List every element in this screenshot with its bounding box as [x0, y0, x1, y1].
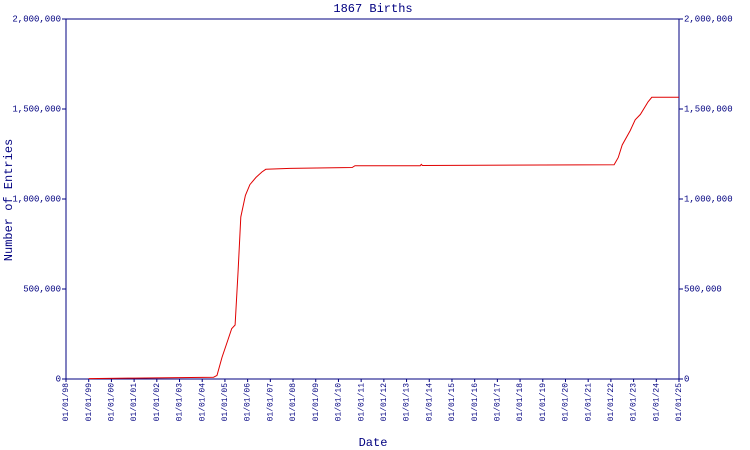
y2-tick-label: 1,000,000: [684, 194, 733, 204]
x-tick-label: 01/01/24: [652, 383, 661, 422]
y-axis-label: Number of Entries: [2, 139, 16, 261]
x-tick-label: 01/01/23: [630, 383, 639, 422]
x-tick-label: 01/01/22: [607, 383, 616, 422]
x-tick-label: 01/01/09: [312, 383, 321, 422]
x-tick-label: 01/01/99: [85, 383, 94, 422]
x-tick-label: 01/01/07: [266, 383, 275, 422]
x-tick-label: 01/01/01: [130, 383, 139, 422]
x-tick-label: 01/01/08: [289, 383, 298, 422]
x-tick-label: 01/01/20: [562, 383, 571, 422]
x-tick-label: 01/01/25: [675, 383, 684, 422]
x-tick-label: 01/01/06: [244, 383, 253, 422]
y2-tick-label: 500,000: [684, 284, 722, 294]
x-tick-label: 01/01/98: [62, 383, 71, 422]
y-tick-label: 500,000: [23, 284, 61, 294]
data-line: [88, 96, 679, 380]
y2-tick-label: 1,500,000: [684, 104, 733, 114]
x-tick-label: 01/01/12: [380, 383, 389, 422]
y2-tick-label: 0: [684, 374, 689, 384]
x-tick-label: 01/01/16: [471, 383, 480, 422]
y2-tick-label: 2,000,000: [684, 14, 733, 24]
y-tick-label: 2,000,000: [12, 14, 61, 24]
x-tick-label: 01/01/03: [176, 383, 185, 422]
x-tick-label: 01/01/19: [539, 383, 548, 422]
x-tick-label: 01/01/18: [516, 383, 525, 422]
x-tick-label: 01/01/00: [108, 383, 117, 422]
x-tick-label: 01/01/13: [403, 383, 412, 422]
x-tick-label: 01/01/21: [584, 383, 593, 422]
y-tick-label: 1,500,000: [12, 104, 61, 114]
x-tick-label: 01/01/17: [493, 383, 502, 422]
plot-frame: [65, 18, 680, 380]
x-tick-label: 01/01/10: [335, 383, 344, 422]
chart-title: 1867 Births: [333, 2, 412, 16]
x-axis-label: Date: [359, 436, 388, 450]
x-tick-label: 01/01/15: [448, 383, 457, 422]
x-tick-label: 01/01/04: [198, 383, 207, 422]
y-tick-label: 1,000,000: [12, 194, 61, 204]
x-tick-label: 01/01/11: [357, 383, 366, 422]
x-tick-label: 01/01/14: [425, 383, 434, 422]
y-tick-label: 0: [56, 374, 61, 384]
x-tick-label: 01/01/02: [153, 383, 162, 422]
x-tick-label: 01/01/05: [221, 383, 230, 422]
